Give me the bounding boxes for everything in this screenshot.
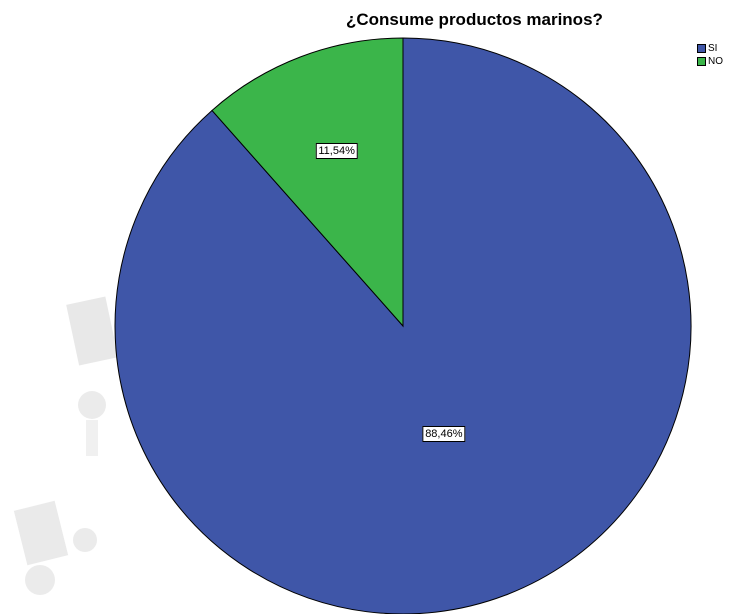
data-label-si: 88,46% xyxy=(422,425,466,442)
chart-legend: SI NO xyxy=(697,42,723,68)
pie-slice-no xyxy=(211,37,404,328)
legend-label-si: SI xyxy=(708,43,718,54)
data-label-no: 11,54% xyxy=(315,142,358,159)
legend-item-si: SI xyxy=(697,42,723,55)
legend-swatch-no xyxy=(697,57,706,66)
watermark-logo xyxy=(13,296,119,595)
legend-label-no: NO xyxy=(708,56,723,67)
legend-swatch-si xyxy=(697,44,706,53)
legend-item-no: NO xyxy=(697,55,723,68)
chart-title: ¿Consume productos marinos? xyxy=(346,10,603,29)
